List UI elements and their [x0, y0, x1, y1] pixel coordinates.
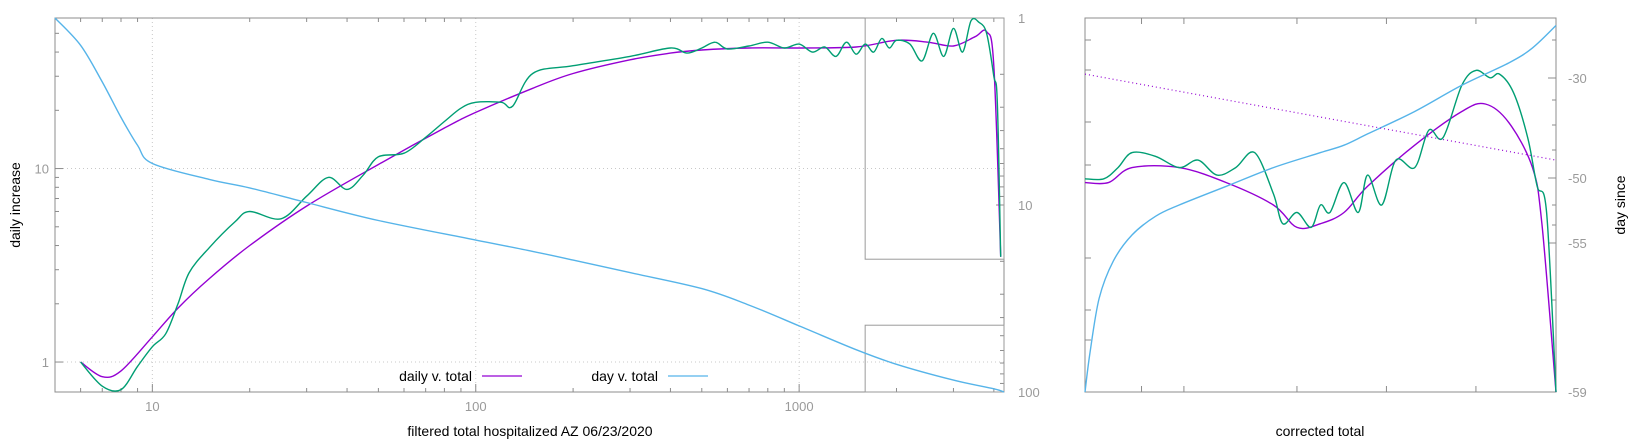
left-ytick-label: 10: [35, 162, 49, 177]
left-ticks: 10 100 1000 1 10 1 10 100: [35, 11, 1040, 414]
right-series-fit: [1084, 102, 1557, 393]
right-ylabel: day since: [1612, 175, 1628, 234]
right-ticks: -30 -50 -55 -59: [1085, 18, 1587, 400]
right-y2tick-label: -30: [1568, 71, 1587, 86]
left-xtick-label: 100: [465, 399, 487, 414]
left-y2tick-label: 1: [1018, 11, 1025, 26]
left-series: [54, 17, 1005, 393]
right-series-trend: [1084, 73, 1557, 161]
left-insets: [864, 17, 1005, 393]
left-ytick-label: 1: [42, 355, 49, 370]
series-raw-daily: [80, 17, 1002, 392]
inset-box: [864, 324, 1005, 393]
left-frame: [54, 17, 1005, 393]
right-y2tick-label: -59: [1568, 385, 1587, 400]
left-xtick-label: 10: [145, 399, 159, 414]
series-day-v-total: [54, 17, 1005, 393]
right-y2tick-label: -50: [1568, 171, 1587, 186]
left-xlabel: filtered total hospitalized AZ 06/23/202…: [407, 423, 652, 439]
left-y2tick-label: 100: [1018, 385, 1040, 400]
right-series: [1084, 24, 1557, 393]
series-daily-v-total: [80, 29, 1002, 379]
right-panel: -30 -50 -55 -59 corrected total day since: [1084, 17, 1628, 439]
left-panel: 10 100 1000 1 10 1 10 100 filtered total hospit…: [7, 11, 1040, 439]
right-series-day: [1084, 24, 1557, 393]
legend: daily v. total day v. total: [399, 368, 708, 384]
legend-day-label: day v. total: [591, 368, 658, 384]
legend-daily-label: daily v. total: [399, 368, 472, 384]
left-xtick-label: 1000: [785, 399, 814, 414]
right-y2tick-label: -55: [1568, 236, 1587, 251]
left-grid: [55, 18, 1004, 392]
inset-box: [864, 17, 1005, 260]
left-ylabel: daily increase: [7, 162, 23, 248]
left-y2tick-label: 10: [1018, 198, 1032, 213]
right-xlabel: corrected total: [1276, 423, 1365, 439]
right-series-raw: [1084, 69, 1557, 393]
